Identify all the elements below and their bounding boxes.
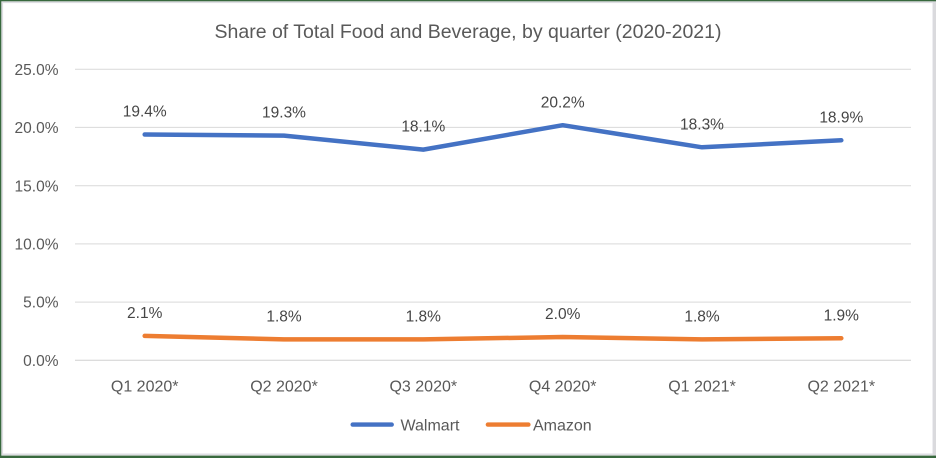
svg-text:20.0%: 20.0% [15,120,59,137]
svg-text:1.8%: 1.8% [406,309,442,326]
svg-text:Q1 2021*: Q1 2021* [668,379,736,396]
svg-text:18.9%: 18.9% [819,109,863,126]
svg-text:1.8%: 1.8% [266,309,302,326]
svg-text:Q2 2020*: Q2 2020* [250,379,318,396]
svg-text:15.0%: 15.0% [15,178,59,195]
svg-text:25.0%: 25.0% [15,62,59,79]
svg-text:18.3%: 18.3% [680,116,724,133]
svg-text:20.2%: 20.2% [541,94,585,111]
svg-text:2.1%: 2.1% [127,305,163,322]
svg-text:0.0%: 0.0% [23,353,59,370]
svg-text:Q2 2021*: Q2 2021* [807,379,875,396]
svg-text:Walmart: Walmart [401,417,461,434]
svg-text:10.0%: 10.0% [15,237,59,254]
svg-text:Q3 2020*: Q3 2020* [389,379,457,396]
svg-text:1.8%: 1.8% [684,309,720,326]
svg-text:Q1 2020*: Q1 2020* [111,379,179,396]
svg-text:1.9%: 1.9% [824,307,860,324]
svg-text:19.3%: 19.3% [262,105,306,122]
svg-text:19.4%: 19.4% [123,104,167,121]
svg-text:5.0%: 5.0% [23,295,59,312]
svg-text:18.1%: 18.1% [401,119,445,136]
svg-text:2.0%: 2.0% [545,306,581,323]
svg-text:Share of Total Food and Bevera: Share of Total Food and Beverage, by qua… [215,21,722,43]
svg-text:Amazon: Amazon [533,417,592,434]
svg-text:Q4 2020*: Q4 2020* [529,379,597,396]
